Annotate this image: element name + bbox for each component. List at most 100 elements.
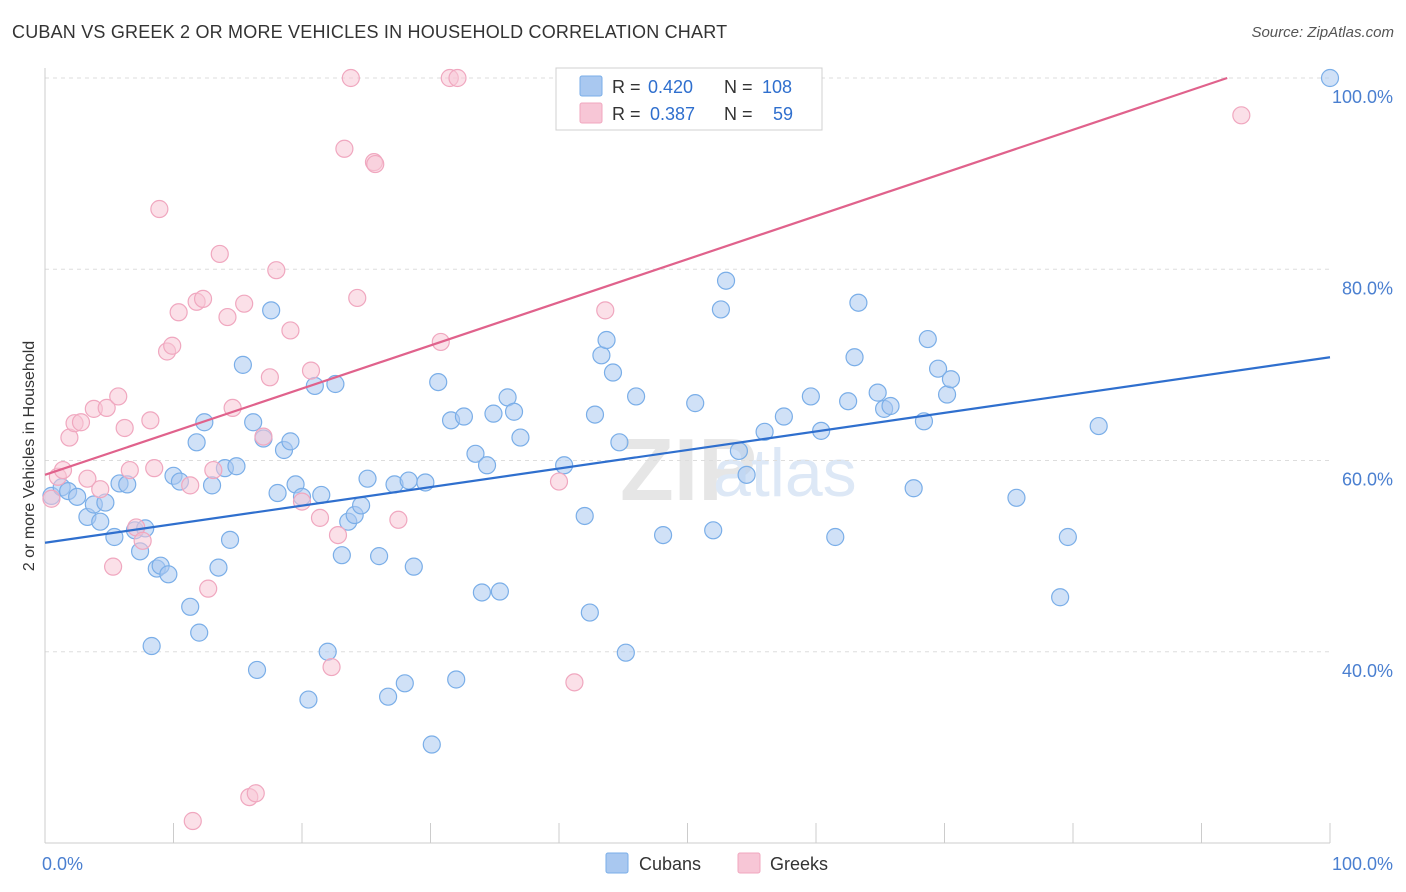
point-cubans [268,483,287,503]
point-greeks [169,303,188,322]
point-cubans [729,441,749,461]
legend-n-label-cubans: N = [724,77,753,97]
point-cubans [142,636,161,656]
trend-line-cubans [44,356,1331,544]
point-greeks [246,784,265,803]
point-greeks [199,579,218,598]
point-greeks [366,154,385,174]
y-tick-label: 40.0% [1342,661,1393,681]
point-cubans [466,444,485,463]
bottom-legend: Cubans Greeks [605,852,828,874]
bottom-legend-cubans: Cubans [639,854,701,874]
point-cubans [1089,416,1108,436]
legend-n-value-cubans: 108 [762,77,792,97]
point-greeks [596,301,615,320]
point-greeks [78,469,97,488]
point-cubans [839,392,858,411]
point-cubans [610,433,629,452]
legend-r-value-cubans: 0.420 [648,77,693,97]
point-cubans [849,293,868,312]
point-greeks [210,244,229,264]
point-greeks [141,411,160,430]
point-cubans [801,387,820,406]
point-cubans [404,557,423,576]
point-cubans [395,674,414,693]
point-greeks [183,811,202,831]
point-cubans [592,346,611,365]
legend-r-label-cubans: R = [612,77,641,97]
point-cubans [826,527,845,547]
point-greeks [448,68,467,88]
legend-r-value-greeks: 0.387 [650,104,695,124]
point-cubans [585,405,605,424]
point-cubans [159,565,178,584]
point-cubans [447,670,466,689]
point-greeks [565,673,584,692]
point-greeks [235,294,254,313]
point-cubans [918,329,937,349]
point-cubans [477,456,497,475]
point-cubans [370,547,389,566]
point-greeks [115,418,134,438]
point-cubans [233,355,252,374]
point-cubans [904,479,923,498]
point-cubans [318,642,337,661]
point-greeks [204,460,223,480]
point-greeks [133,531,152,550]
point-cubans [774,407,793,426]
point-cubans [686,394,705,413]
point-greeks [109,387,128,406]
legend-n-label-greeks: N = [724,104,753,124]
point-cubans [91,512,110,531]
trend-lines [44,76,1331,544]
point-greeks [163,336,182,355]
point-cubans [281,432,300,451]
point-greeks [91,480,110,499]
point-greeks [322,657,341,677]
point-cubans [580,603,599,622]
point-cubans [704,521,723,540]
data-points [42,68,1340,831]
point-greeks [310,508,330,527]
trend-line-greeks [44,76,1228,476]
point-cubans [484,404,503,423]
point-cubans [187,433,206,452]
point-cubans [845,348,864,367]
point-greeks [53,460,73,480]
point-cubans [68,487,87,506]
point-cubans [755,422,774,441]
point-cubans [1058,527,1077,547]
point-cubans [941,370,961,389]
legend: R = 0.420 N = 108 R = 0.387 N = 59 [555,67,823,131]
chart-title: CUBAN VS GREEK 2 OR MORE VEHICLES IN HOU… [12,22,728,42]
point-cubans [454,407,474,426]
point-greeks [104,557,123,576]
point-cubans [378,687,398,706]
point-cubans [202,476,222,495]
point-greeks [335,139,354,158]
point-cubans [262,301,281,320]
source-label: Source: ZipAtlas.com [1251,24,1394,41]
point-cubans [737,465,756,484]
point-greeks [281,321,300,340]
bottom-legend-greeks: Greeks [770,854,828,874]
point-cubans [597,330,616,350]
point-cubans [352,496,371,515]
point-cubans [472,583,491,602]
y-tick-label: 60.0% [1342,470,1393,490]
point-cubans [575,506,594,526]
point-cubans [1320,68,1340,88]
point-greeks [267,261,286,280]
point-greeks [42,489,61,508]
bottom-legend-swatch-cubans [605,852,629,874]
point-cubans [511,428,530,447]
axes: 40.0% 60.0% 80.0% 100.0% 0.0% 100.0% [42,68,1393,874]
watermark-zip: ZIP [620,420,757,519]
point-greeks [181,476,200,495]
point-cubans [603,363,623,382]
point-cubans [555,456,574,475]
point-greeks [120,460,139,480]
point-cubans [1051,588,1070,607]
legend-r-label-greeks: R = [612,104,641,124]
point-cubans [299,690,318,709]
